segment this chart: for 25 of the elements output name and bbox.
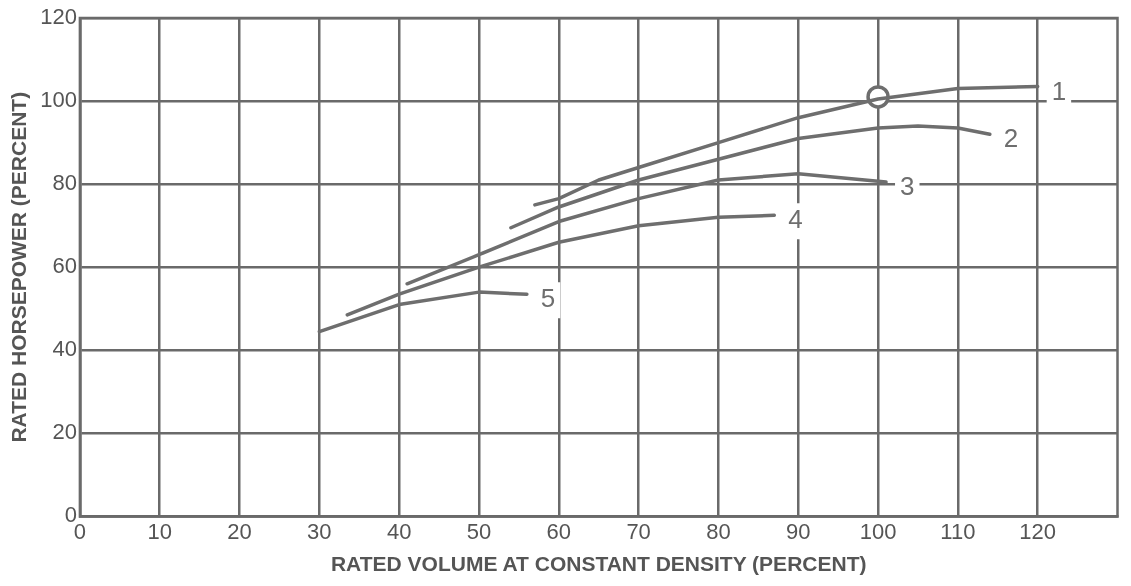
y-tick-label: 120 xyxy=(40,4,77,30)
y-tick-label: 100 xyxy=(40,87,77,113)
x-tick-label: 20 xyxy=(227,518,252,544)
x-tick-label: 10 xyxy=(147,518,172,544)
series-label: 1 xyxy=(1051,75,1067,106)
x-tick-label: 40 xyxy=(386,518,412,544)
x-tick-label: 30 xyxy=(307,518,332,544)
series-label: 4 xyxy=(788,204,803,235)
x-tick-label: 110 xyxy=(940,518,976,544)
x-tick-label: 80 xyxy=(706,518,731,544)
y-tick-label: 20 xyxy=(52,419,77,445)
y-axis-title: RATED HORSEPOWER (PERCENT) xyxy=(7,91,31,443)
series-label: 3 xyxy=(900,171,915,202)
x-tick-label: 70 xyxy=(626,518,651,544)
series-label: 2 xyxy=(1003,123,1019,154)
x-tick-label: 120 xyxy=(1019,518,1057,544)
x-tick-label: 50 xyxy=(466,518,492,544)
series-label: 5 xyxy=(540,283,556,314)
y-tick-label: 60 xyxy=(52,253,77,279)
x-tick-label: 60 xyxy=(546,518,572,544)
x-tick-label: 90 xyxy=(786,518,811,544)
y-tick-label: 80 xyxy=(52,170,77,196)
x-axis-title: RATED VOLUME AT CONSTANT DENSITY (PERCENT) xyxy=(330,552,867,576)
x-tick-label: 100 xyxy=(859,518,897,544)
y-tick-label: 40 xyxy=(52,336,77,362)
